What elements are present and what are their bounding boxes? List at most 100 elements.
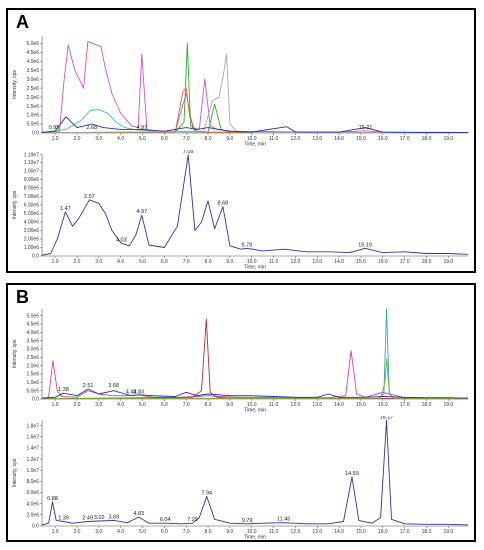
x-tick-label: 7.0 — [183, 136, 190, 142]
y-tick-label: 1.4e7 — [26, 446, 39, 452]
x-tick-label: 10.0 — [247, 529, 257, 535]
peak-label: 16.17 — [380, 416, 394, 421]
y-tick-label: 1.0e7 — [26, 468, 39, 474]
y-tick-label: 7.00e6 — [24, 194, 40, 200]
x-tick-label: 5.0 — [139, 529, 146, 535]
peak-label: 4.83 — [133, 511, 144, 517]
x-tick-label: 1.0 — [52, 259, 59, 265]
panel-label-a: A — [16, 12, 29, 32]
x-tick-label: 16.0 — [378, 529, 388, 535]
x-tick-label: 6.0 — [161, 259, 168, 265]
x-tick-label: 19.0 — [443, 136, 453, 142]
y-tick-label: 3.5e6 — [26, 338, 39, 344]
x-tick-label: 8.0 — [205, 402, 212, 408]
x-tick-label: 3.0 — [95, 259, 102, 265]
series-line — [41, 350, 468, 399]
x-tick-label: 10.0 — [247, 402, 257, 408]
x-tick-label: 16.0 — [378, 136, 388, 142]
x-tick-label: 14.0 — [334, 259, 344, 265]
peak-label: 0.95 — [49, 125, 60, 131]
x-tick-label: 5.0 — [139, 136, 146, 142]
peak-label: 9.79 — [242, 518, 253, 524]
x-tick-label: 2.0 — [73, 402, 80, 408]
x-tick-label: 15.0 — [356, 259, 366, 265]
peak-label: 0.88 — [47, 496, 58, 502]
peak-label: 15.19 — [358, 242, 372, 248]
x-tick-label: 1.0 — [52, 402, 59, 408]
x-tick-label: 3.0 — [95, 402, 102, 408]
y-tick-label: 0.0 — [32, 254, 39, 260]
y-axis-title: Intensity, cps — [12, 339, 18, 368]
y-tick-label: 1.8e7 — [26, 423, 39, 429]
y-tick-label: 0.0 — [32, 131, 39, 137]
y-tick-label: 1.2e7 — [26, 457, 39, 463]
peak-label: 3.69 — [109, 514, 120, 520]
peak-label: 4.97 — [136, 125, 147, 131]
series-line — [41, 109, 468, 134]
x-tick-label: 18.0 — [422, 136, 432, 142]
y-tick-label: 2.0e6 — [26, 95, 39, 101]
peak-label: 4.03 — [116, 237, 127, 243]
panel-a: A 0.0 5.0e5 1.0e6 1.5e6 2.0e6 2.5e6 3.0e6 3.5e6… — [6, 8, 476, 273]
x-tick-label: 7.0 — [183, 402, 190, 408]
x-tick-label: 7.0 — [183, 259, 190, 265]
peak-label: 4.97 — [136, 209, 147, 215]
x-tick-label: 9.0 — [226, 402, 233, 408]
y-tick-label: 1.6e7 — [26, 434, 39, 440]
x-tick-label: 12.0 — [291, 136, 301, 142]
x-tick-label: 14.0 — [334, 529, 344, 535]
y-tick-label: 5.0e6 — [26, 313, 39, 319]
chromatogram-a-bottom: 0.0 1.00e6 2.00e6 3.00e6 4.00e6 5.00e6 6.00e6 7… — [12, 150, 469, 270]
peak-label: 8.68 — [218, 201, 229, 207]
peak-label: 4.48 — [126, 390, 137, 396]
series-line — [41, 42, 468, 134]
y-tick-label: 4.5e6 — [26, 50, 39, 56]
x-tick-label: 17.0 — [400, 136, 410, 142]
y-tick-label: 5.0e5 — [26, 388, 39, 394]
peak-label: 15.21 — [359, 125, 373, 131]
x-tick-label: 3.0 — [95, 136, 102, 142]
x-tick-label: 13.0 — [312, 529, 322, 535]
x-tick-label: 11.0 — [269, 529, 279, 535]
peak-label: 1.39 — [58, 516, 69, 522]
x-axis-title: Time, min — [244, 142, 266, 148]
peak-label: 11.46 — [277, 517, 290, 523]
y-axis-title: Intensity, cps — [12, 458, 18, 487]
x-tick-label: 9.0 — [226, 136, 233, 142]
peak-label: 3.02 — [94, 515, 105, 521]
x-tick-label: 1.0 — [52, 529, 59, 535]
y-tick-label: 3.0e6 — [26, 347, 39, 353]
x-tick-label: 8.0 — [205, 259, 212, 265]
x-tick-label: 12.0 — [291, 402, 301, 408]
x-tick-label: 6.0 — [161, 529, 168, 535]
x-tick-label: 11.0 — [269, 136, 279, 142]
series-line — [41, 53, 469, 134]
y-tick-label: 1.5e6 — [26, 104, 39, 110]
x-tick-label: 9.0 — [226, 259, 233, 265]
y-tick-label: 3.5e6 — [26, 68, 39, 74]
x-tick-label: 6.0 — [161, 136, 168, 142]
x-tick-label: 3.0 — [95, 529, 102, 535]
x-tick-label: 15.0 — [356, 402, 366, 408]
x-tick-label: 15.0 — [356, 136, 366, 142]
series-line — [41, 420, 469, 526]
y-tick-label: 1.00e7 — [24, 169, 40, 175]
y-tick-label: 2.0e6 — [26, 363, 39, 369]
y-tick-label: 2.5e6 — [26, 355, 39, 361]
x-tick-label: 8.0 — [205, 529, 212, 535]
peak-label: 2.51 — [83, 383, 94, 389]
x-tick-label: 2.0 — [73, 529, 80, 535]
peak-label: 1.47 — [60, 206, 71, 212]
panel-label-b: B — [16, 287, 29, 307]
y-tick-label: 1.0e6 — [26, 380, 39, 386]
y-tick-label: 1.00e6 — [24, 245, 40, 251]
y-tick-label: 6.0e6 — [26, 490, 39, 496]
y-tick-label: 4.0e6 — [26, 59, 39, 65]
series-line — [41, 154, 469, 256]
x-tick-label: 11.0 — [269, 402, 279, 408]
series-line — [41, 388, 469, 399]
peak-label: 3.68 — [108, 383, 119, 389]
y-axis-title: Intensity, cps — [12, 190, 18, 219]
x-tick-label: 13.0 — [312, 402, 322, 408]
x-axis-title: Time, min — [244, 408, 266, 414]
